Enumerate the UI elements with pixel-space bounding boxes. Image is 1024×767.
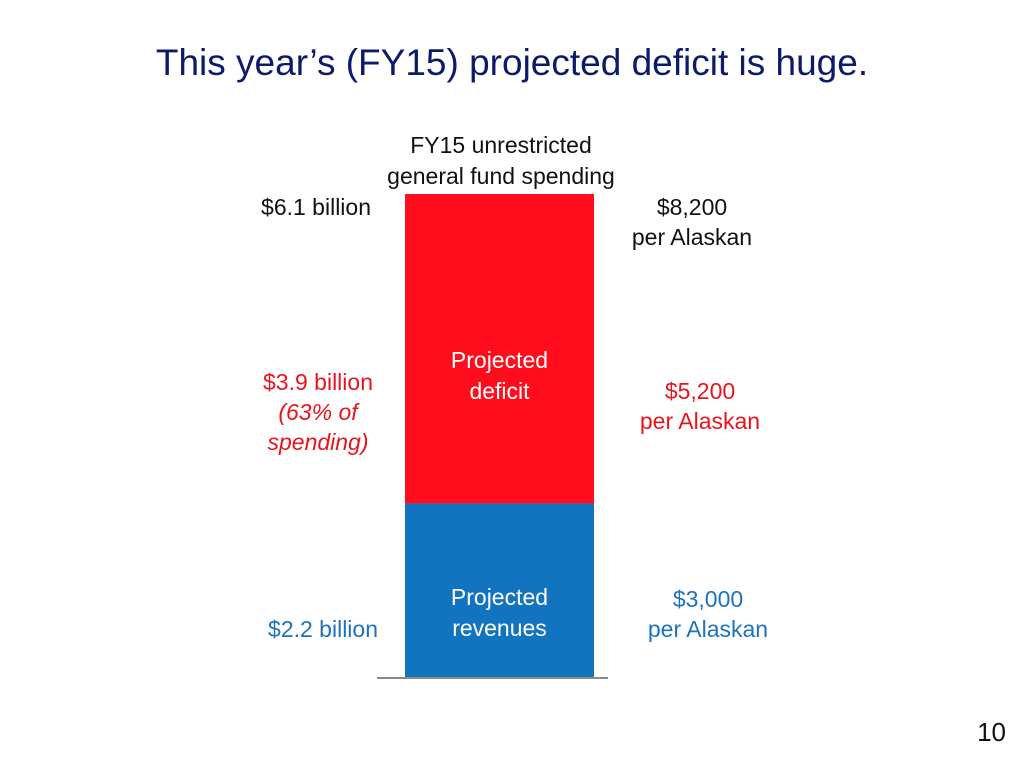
chart-title-line-2: general fund spending (387, 163, 615, 189)
deficit-per-capita-value: $5,200 (664, 378, 736, 404)
total-per-capita-value: $8,200 (656, 194, 728, 220)
total-spending-label: $6.1 billion (261, 194, 371, 220)
chart-title: FY15 unrestricted general fund spending (340, 130, 662, 192)
revenues-per-capita-unit: per Alaskan (647, 616, 769, 642)
deficit-value: $3.9 billion (263, 369, 373, 395)
deficit-per-capita-unit: per Alaskan (639, 408, 761, 434)
revenues-per-capita-label: $3,000 per Alaskan (628, 584, 788, 644)
chart-title-line-1: FY15 unrestricted (410, 132, 592, 158)
slide-title: This year’s (FY15) projected deficit is … (155, 42, 869, 83)
total-per-capita-label: $8,200 per Alaskan (612, 192, 772, 252)
deficit-share-line-2: spending) (267, 429, 369, 455)
deficit-segment-label: Projected deficit (405, 345, 594, 407)
bar-segment-deficit (405, 194, 594, 504)
deficit-label-line-2: deficit (469, 378, 530, 404)
deficit-value-label: $3.9 billion (63% of spending) (238, 367, 398, 457)
bar-segment-revenues (405, 503, 594, 678)
deficit-per-capita-label: $5,200 per Alaskan (620, 376, 780, 436)
page-number: 10 (977, 717, 1006, 747)
deficit-share-line-1: (63% of (278, 399, 358, 425)
revenues-value-label: $2.2 billion (268, 616, 378, 642)
total-per-capita-unit: per Alaskan (631, 224, 753, 250)
deficit-label-line-1: Projected (450, 347, 549, 373)
revenues-segment-label: Projected revenues (405, 582, 594, 644)
revenues-per-capita-value: $3,000 (672, 586, 744, 612)
revenues-label-line-2: revenues (452, 615, 547, 641)
revenues-label-line-1: Projected (450, 584, 549, 610)
